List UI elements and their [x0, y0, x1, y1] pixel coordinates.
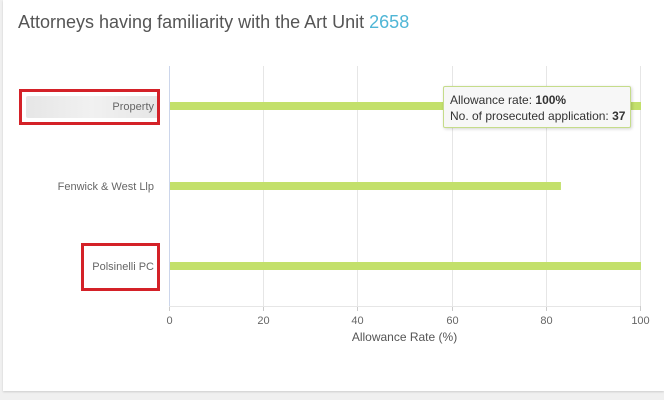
chart-title: Attorneys having familiarity with the Ar…	[18, 12, 409, 33]
category-label: Polsinelli PC	[92, 261, 154, 273]
tooltip-count-label: No. of prosecuted application:	[450, 109, 609, 123]
x-tick-label: 20	[257, 315, 269, 327]
tooltip-rate-value: 100%	[535, 93, 567, 107]
category-label: Fenwick & West Llp	[58, 181, 154, 193]
title-text: Attorneys having familiarity with the Ar…	[18, 12, 365, 32]
category-label: Property	[112, 101, 154, 113]
x-tick-label: 60	[446, 315, 458, 327]
tooltip-rate-label: Allowance rate:	[450, 93, 533, 107]
chart-tooltip: Allowance rate: 100% No. of prosecuted a…	[443, 86, 631, 128]
x-tick-label: 100	[631, 315, 649, 327]
tooltip-count-line: No. of prosecuted application: 37	[450, 108, 626, 124]
x-tick-label: 80	[540, 315, 552, 327]
art-unit-link[interactable]: 2658	[369, 12, 410, 32]
x-tick-label: 40	[351, 315, 363, 327]
tooltip-count-value: 37	[612, 109, 626, 123]
tooltip-rate-line: Allowance rate: 100%	[450, 92, 624, 108]
bar[interactable]	[170, 102, 641, 110]
chart-card	[3, 0, 664, 391]
redacted-label-blur	[26, 96, 158, 118]
highlight-box-property	[19, 89, 160, 125]
highlight-box-polsinelli	[81, 243, 160, 291]
bar[interactable]	[170, 262, 641, 270]
x-axis-title: Allowance Rate (%)	[352, 330, 457, 344]
x-tick-label: 0	[166, 315, 172, 327]
bar[interactable]	[170, 182, 561, 190]
